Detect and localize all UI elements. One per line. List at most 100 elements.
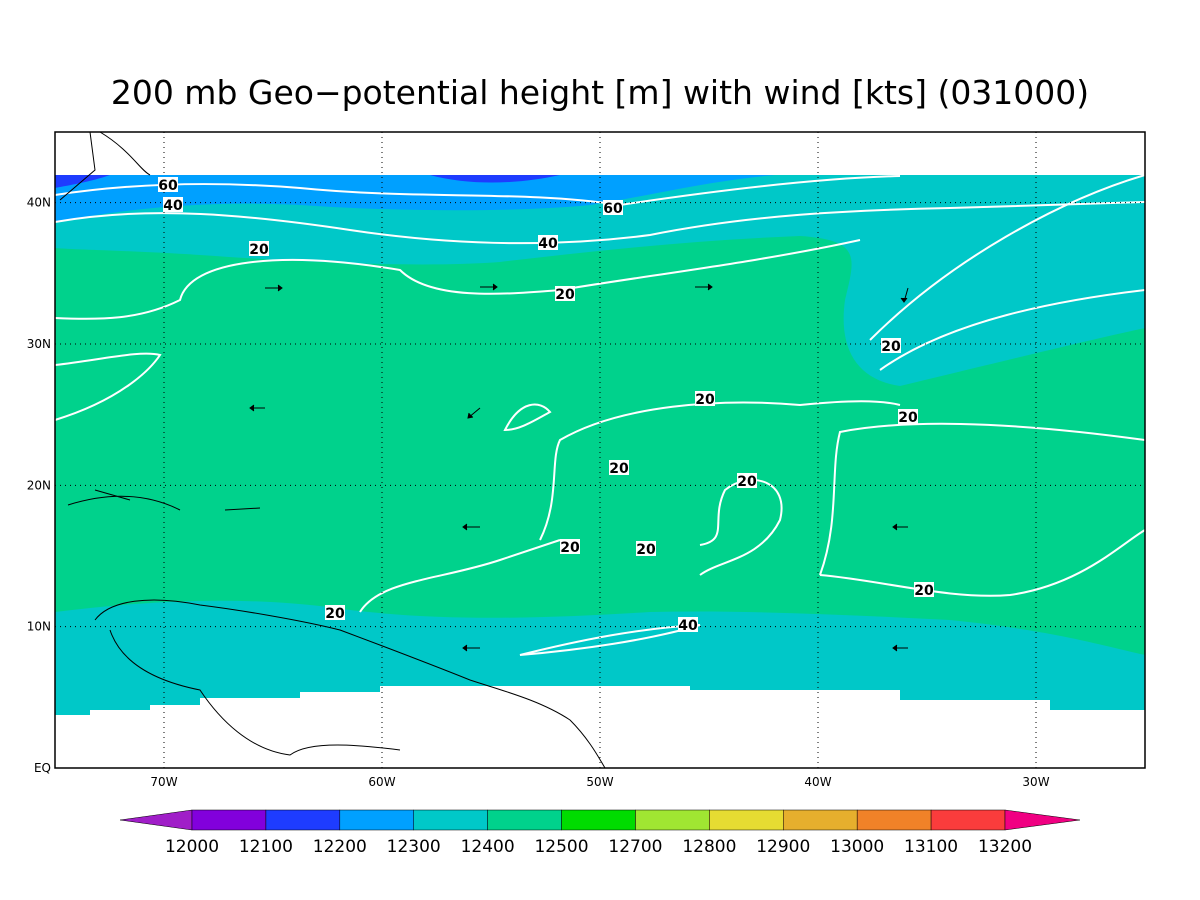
- colorbar-box: [191, 809, 267, 831]
- colorbar-box: [339, 809, 414, 831]
- contour-label-bg: [609, 460, 629, 475]
- blue-area: [55, 175, 775, 222]
- colorbar-label: 12700: [608, 837, 662, 857]
- lon-tick-label: 70W: [150, 775, 177, 789]
- lat-tick-label: 30N: [27, 337, 51, 351]
- contour-label-bg: [325, 605, 345, 620]
- wind-arrow: [462, 644, 480, 652]
- map-frame: [54, 131, 1146, 769]
- contour-line: [819, 422, 1146, 576]
- wind-arrow: [900, 287, 909, 303]
- lat-tick-label: EQ: [34, 761, 51, 775]
- contour-label: 20: [325, 606, 345, 622]
- colorbar-box: [561, 809, 636, 831]
- colorbar-label: 13000: [830, 837, 884, 857]
- contour-label-bg: [555, 286, 575, 301]
- contour-label: 60: [603, 201, 623, 217]
- contour-label-bg: [538, 235, 558, 250]
- colorbar-label: 12500: [534, 837, 588, 857]
- lon-tick-label: 50W: [586, 775, 613, 789]
- wind-arrow: [480, 283, 498, 291]
- contour-line: [519, 624, 701, 656]
- contour-line: [54, 201, 1146, 245]
- map-title: 200 mb Geo−potential height [m] with win…: [111, 73, 1089, 112]
- contour-label: 20: [881, 339, 901, 355]
- contour-label-bg: [695, 391, 715, 406]
- contour-label: 20: [737, 474, 757, 490]
- wind-arrow: [249, 404, 265, 412]
- contour-label: 20: [249, 242, 269, 258]
- colorbar-label: 13100: [904, 837, 958, 857]
- lon-tick-label: 40W: [804, 775, 831, 789]
- colorbar-box: [635, 809, 710, 831]
- wind-arrow: [892, 644, 908, 652]
- contour-label-bg: [678, 617, 698, 632]
- contour-line: [359, 539, 561, 613]
- contour-labels: 60 40 60 40 20 20 20 20 20 20 20 20 20 20 20 40: [158, 177, 934, 634]
- colorbar-label: 12900: [756, 837, 810, 857]
- colorbar-box: [930, 809, 1006, 831]
- contour-label: 20: [555, 287, 575, 303]
- contour-line: [54, 239, 861, 320]
- colorbar-box: [265, 809, 341, 831]
- contour-label-bg: [898, 409, 918, 424]
- colorbar: 12000 12100 12200 12300 12400 12500 12700 12800…: [119, 809, 1081, 857]
- colorbar-label: 12200: [313, 837, 367, 857]
- contour-label: 20: [695, 392, 715, 408]
- contour-line: [699, 479, 783, 576]
- contour-label: 40: [538, 236, 558, 252]
- colorbar-box: [783, 809, 858, 831]
- coastlines: [59, 131, 606, 769]
- contour-label-bg: [636, 541, 656, 556]
- contour-label-bg: [881, 338, 901, 353]
- contour-line: [503, 403, 552, 432]
- colorbar-arrow: [119, 809, 193, 831]
- contour-line: [539, 400, 901, 541]
- wind-arrows: [249, 283, 909, 652]
- contour-label-bg: [560, 539, 580, 554]
- contour-line: [54, 352, 162, 421]
- colorbar-box: [709, 809, 784, 831]
- contour-label: 20: [898, 410, 918, 426]
- shading: [55, 175, 1145, 768]
- colorbar-label: 12300: [387, 837, 441, 857]
- contour-line: [869, 174, 1146, 371]
- contour-label: 40: [163, 198, 183, 214]
- contour-label: 60: [158, 178, 178, 194]
- contour-label-bg: [603, 200, 623, 215]
- contour-label-bg: [737, 473, 757, 488]
- colorbar-label: 12800: [682, 837, 736, 857]
- contour-label: 20: [636, 542, 656, 558]
- contour-label-bg: [163, 197, 183, 212]
- coastline: [94, 599, 606, 769]
- colorbar-box: [413, 809, 488, 831]
- wind-arrow: [892, 523, 908, 531]
- colorbar-box: [487, 809, 562, 831]
- contour-label: 20: [609, 461, 629, 477]
- contour-label: 20: [914, 583, 934, 599]
- colorbar-label: 12000: [165, 837, 219, 857]
- contour-label-bg: [158, 177, 178, 192]
- colorbar-box: [856, 809, 932, 831]
- lat-tick-label: 40N: [27, 196, 51, 210]
- contours: [54, 174, 1146, 656]
- coastline: [59, 131, 151, 201]
- lon-tick-label: 30W: [1022, 775, 1049, 789]
- colorbar-label: 12100: [239, 837, 293, 857]
- dark-blue-area: [55, 175, 560, 188]
- contour-line: [819, 529, 1146, 597]
- lat-tick-label: 10N: [27, 620, 51, 634]
- contour-label-bg: [249, 241, 269, 256]
- colorbar-label: 13200: [978, 837, 1032, 857]
- contour-label: 40: [678, 618, 698, 634]
- wind-arrow: [265, 284, 283, 292]
- wind-arrow: [467, 407, 481, 419]
- contour-label-bg: [914, 582, 934, 597]
- contour-label: 20: [560, 540, 580, 556]
- lat-tick-label: 20N: [27, 478, 51, 492]
- wind-arrow: [695, 283, 713, 291]
- coastline: [109, 629, 401, 756]
- colorbar-arrow: [1004, 809, 1081, 831]
- wind-arrow: [462, 523, 480, 531]
